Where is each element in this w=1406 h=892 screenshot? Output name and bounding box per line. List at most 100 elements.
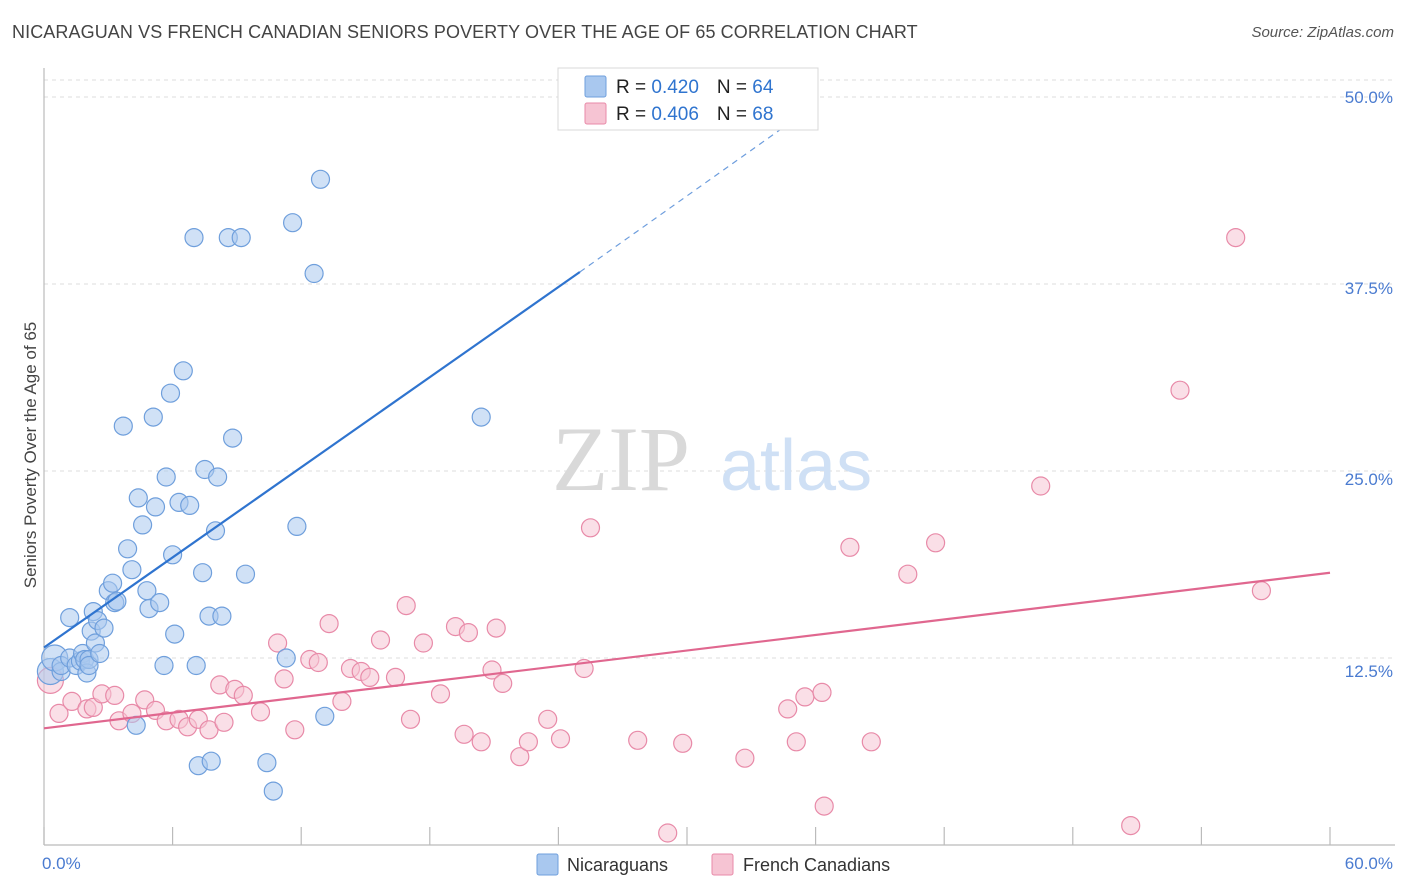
trend-line-french-canadians: [43, 571, 1331, 730]
point-french-canadians-42: [486, 618, 506, 638]
point-french-canadians-63: [1031, 476, 1051, 496]
point-french-canadians-44: [510, 747, 530, 767]
legend-n-value: 64: [752, 77, 774, 98]
point-french-canadians-26: [319, 613, 339, 634]
point-french-canadians-4: [83, 697, 103, 718]
point-nicaraguans-60: [287, 516, 307, 537]
point-french-canadians-17: [214, 712, 234, 732]
point-nicaraguans-58: [276, 648, 296, 668]
point-french-canadians-1: [49, 703, 69, 724]
point-french-canadians-2: [62, 691, 82, 712]
watermark-zip: ZIP: [552, 408, 690, 510]
point-french-canadians-61: [898, 564, 918, 584]
point-nicaraguans-20: [102, 573, 123, 593]
data-points: [36, 169, 1272, 843]
point-nicaraguans-53: [223, 428, 243, 448]
point-nicaraguans-38: [165, 624, 185, 644]
legend-row-nicaraguans: R = 0.420 N = 64: [616, 77, 774, 98]
point-french-canadians-59: [840, 537, 860, 557]
point-french-canadians-47: [550, 729, 571, 749]
point-french-canadians-27: [332, 691, 352, 712]
point-french-canadians-67: [1251, 581, 1272, 601]
point-nicaraguans-12: [79, 655, 99, 676]
point-nicaraguans-27: [128, 488, 148, 508]
point-nicaraguans-33: [150, 592, 170, 613]
point-french-canadians-35: [413, 633, 433, 653]
point-nicaraguans-23: [113, 416, 133, 436]
bottom-legend-swatch-nicaraguans: [536, 853, 559, 876]
point-nicaraguans-32: [145, 497, 166, 517]
y-tick-label-37-5: 37.5%: [1345, 279, 1393, 298]
point-nicaraguans-54: [231, 228, 251, 248]
trend-line-nicaraguans-extension: [579, 103, 816, 273]
trend-line-nicaraguans: [43, 271, 581, 649]
point-nicaraguans-18: [94, 618, 114, 638]
point-french-canadians-15: [199, 720, 219, 740]
axes: [43, 68, 1395, 846]
point-french-canadians-46: [538, 709, 558, 729]
point-nicaraguans-59: [283, 213, 303, 233]
legend-swatch-nicaraguans: [584, 75, 607, 98]
point-nicaraguans-22: [107, 591, 127, 611]
point-french-canadians-31: [370, 630, 391, 650]
y-tick-label-25: 25.0%: [1345, 470, 1393, 489]
point-nicaraguans-64: [471, 407, 491, 427]
point-nicaraguans-63: [315, 706, 335, 726]
y-tick-label-50: 50.0%: [1345, 88, 1393, 107]
bottom-legend-french-canadians: French Canadians: [743, 855, 890, 875]
point-french-canadians-43: [493, 673, 513, 694]
point-french-canadians-55: [786, 732, 806, 752]
point-nicaraguans-55: [235, 564, 256, 584]
source-credit: Source: ZipAtlas.com: [1251, 24, 1394, 41]
watermark: ZIP atlas: [552, 408, 872, 510]
point-nicaraguans-56: [257, 753, 277, 773]
point-french-canadians-51: [658, 823, 678, 843]
legend-r-label: R =: [616, 77, 651, 98]
x-max-label: 60.0%: [1345, 854, 1393, 873]
legend-row-french-canadians: R = 0.406 N = 68: [616, 104, 773, 125]
point-french-canadians-64: [1121, 815, 1141, 836]
bottom-legend-nicaraguans: Nicaraguans: [567, 855, 668, 875]
point-french-canadians-30: [360, 667, 380, 688]
point-nicaraguans-50: [208, 467, 228, 487]
legend-n-label: N =: [717, 104, 752, 125]
point-french-canadians-39: [458, 622, 478, 643]
point-nicaraguans-62: [310, 169, 331, 189]
x-min-label: 0.0%: [42, 854, 81, 873]
point-french-canadians-20: [250, 702, 271, 722]
point-nicaraguans-51: [212, 606, 232, 626]
point-french-canadians-50: [628, 730, 648, 750]
point-french-canadians-22: [274, 669, 294, 689]
legend-n-value: 68: [752, 104, 773, 125]
point-nicaraguans-48: [201, 751, 221, 771]
point-nicaraguans-43: [186, 655, 206, 676]
point-french-canadians-25: [308, 652, 328, 673]
point-french-canadians-49: [580, 518, 601, 538]
point-nicaraguans-41: [180, 495, 200, 515]
legend-r-value: 0.406: [651, 104, 699, 125]
bottom-legend-swatch-french-canadians: [711, 853, 734, 876]
point-french-canadians-53: [735, 748, 755, 768]
point-french-canadians-38: [454, 724, 474, 744]
point-french-canadians-23: [285, 720, 305, 740]
point-nicaraguans-61: [304, 263, 324, 284]
point-french-canadians-45: [518, 732, 539, 752]
point-nicaraguans-31: [143, 407, 163, 427]
point-french-canadians-60: [861, 732, 881, 752]
legend-r-label: R =: [616, 104, 651, 125]
point-french-canadians-65: [1170, 380, 1190, 400]
point-french-canadians-19: [233, 685, 253, 706]
point-french-canadians-36: [430, 684, 451, 704]
point-nicaraguans-5: [60, 607, 80, 628]
point-french-canadians-54: [778, 699, 798, 719]
point-nicaraguans-25: [122, 560, 142, 580]
point-nicaraguans-36: [160, 383, 181, 403]
legend-r-value: 0.420: [651, 77, 699, 98]
point-nicaraguans-28: [133, 515, 153, 535]
point-french-canadians-57: [812, 682, 832, 703]
point-nicaraguans-40: [173, 361, 193, 381]
point-nicaraguans-42: [184, 228, 204, 248]
bottom-legend: Nicaraguans French Canadians: [536, 853, 890, 876]
point-nicaraguans-45: [193, 563, 213, 583]
